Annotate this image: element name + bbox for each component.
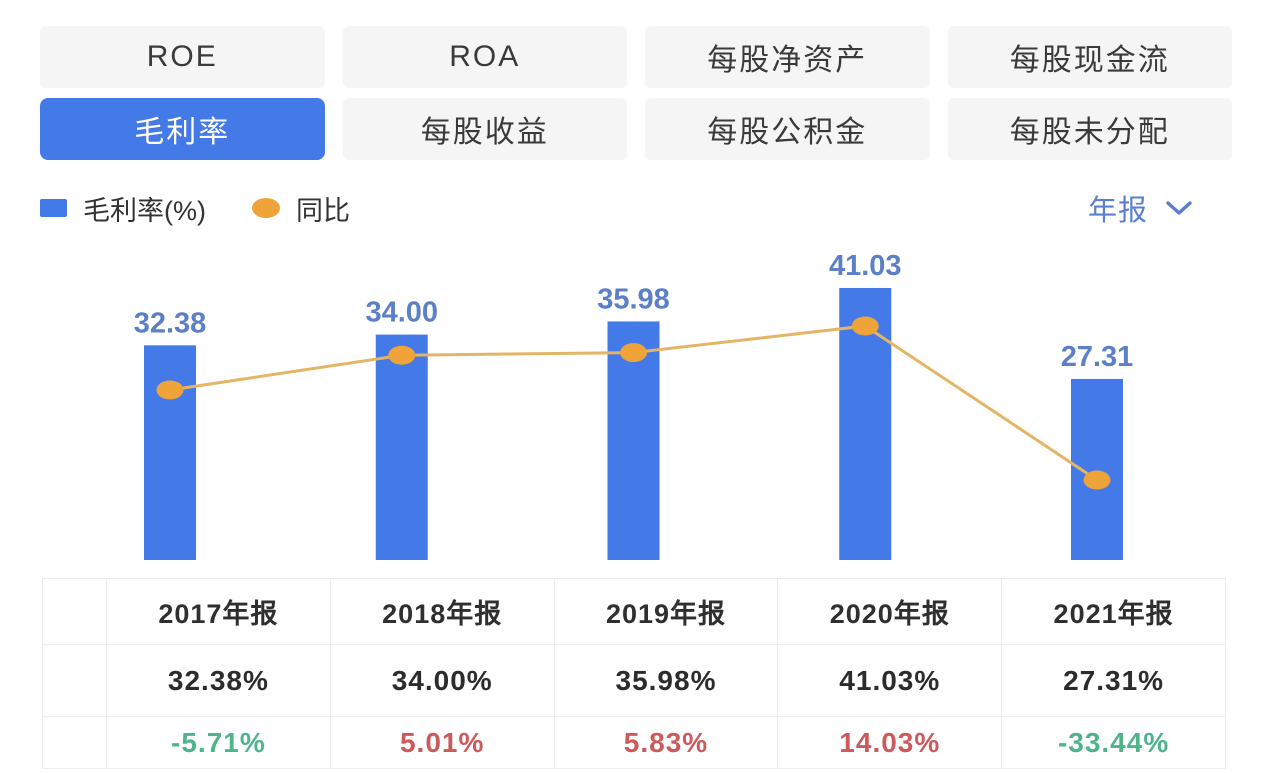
yoy-point-2020年报[interactable]: [851, 316, 879, 336]
tab-roa[interactable]: ROA: [342, 26, 627, 88]
tab-eps[interactable]: 每股收益: [342, 98, 627, 160]
bar-value-label: 32.38: [134, 307, 207, 339]
yoy-2021: -33.44%: [1001, 716, 1226, 769]
row-icon-cell: [42, 716, 107, 769]
yoy-point-2021年报[interactable]: [1083, 470, 1111, 490]
gross-margin-2019: 35.98%: [553, 644, 779, 717]
yoy-point-2017年报[interactable]: [156, 380, 184, 400]
chevron-down-icon: [1166, 200, 1192, 216]
bar-series-swatch-icon: [40, 199, 67, 217]
line-series-swatch-icon: [252, 198, 280, 218]
gross-margin-chart: 32.38 34.00 35.98 41.03 27.31: [134, 250, 1134, 560]
table-header-row: 2017年报 2018年报 2019年报 2020年报 2021年报: [42, 578, 1226, 645]
yoy-2019: 5.83%: [553, 716, 779, 769]
tab-cash-flow-per-share[interactable]: 每股现金流: [947, 26, 1232, 88]
tab-capital-reserve-per-share[interactable]: 每股公积金: [645, 98, 930, 160]
col-header-2020: 2020年报: [777, 578, 1003, 645]
yoy-2017: -5.71%: [106, 716, 331, 769]
legend-item-gross-margin: 毛利率(%): [40, 189, 206, 228]
tab-roe[interactable]: ROE: [40, 26, 325, 88]
period-selector-label: 年报: [1087, 195, 1148, 227]
gross-margin-values-row: 32.38% 34.00% 35.98% 41.03% 27.31%: [42, 644, 1226, 717]
row-icon-cell: [42, 644, 107, 717]
col-header-2017: 2017年报: [106, 578, 331, 645]
yoy-values-row: -5.71% 5.01% 5.83% 14.03% -33.44%: [42, 716, 1226, 769]
bar-value-label: 35.98: [597, 283, 670, 315]
table-corner-cell: [42, 578, 107, 645]
legend-label-gross-margin: 毛利率(%): [83, 195, 206, 226]
gross-margin-2021: 27.31%: [1001, 644, 1226, 717]
bar-value-label: 27.31: [1061, 341, 1134, 373]
yoy-2020: 14.03%: [777, 716, 1003, 769]
col-header-2018: 2018年报: [329, 578, 555, 645]
yoy-point-2019年报[interactable]: [620, 343, 647, 363]
gross-margin-2017: 32.38%: [106, 644, 331, 717]
period-selector[interactable]: 年报: [1088, 186, 1192, 230]
bar-2017年报[interactable]: [144, 345, 196, 560]
bar-value-label: 34.00: [365, 297, 438, 329]
tab-gross-margin[interactable]: 毛利率: [40, 98, 325, 160]
yoy-point-2018年报[interactable]: [388, 345, 416, 365]
financials-table: 2017年报 2018年报 2019年报 2020年报 2021年报 32.38…: [42, 578, 1226, 769]
col-header-2019: 2019年报: [553, 578, 779, 645]
metric-tabs: ROE ROA 每股净资产 每股现金流 毛利率 每股收益 每股公积金 每股未分配: [40, 26, 1232, 160]
col-header-2021: 2021年报: [1001, 578, 1226, 645]
gross-margin-2018: 34.00%: [329, 644, 555, 717]
bar-value-label: 41.03: [829, 250, 902, 282]
legend-row: 毛利率(%) 同比 年报: [40, 186, 1192, 230]
tab-net-assets-per-share[interactable]: 每股净资产: [645, 26, 930, 88]
legend-label-yoy: 同比: [296, 195, 350, 226]
yoy-2018: 5.01%: [329, 716, 555, 769]
tab-undistributed-per-share[interactable]: 每股未分配: [947, 98, 1232, 160]
legend-item-yoy: 同比: [252, 189, 350, 228]
bar-2018年报[interactable]: [375, 334, 428, 560]
gross-margin-2020: 41.03%: [777, 644, 1003, 717]
